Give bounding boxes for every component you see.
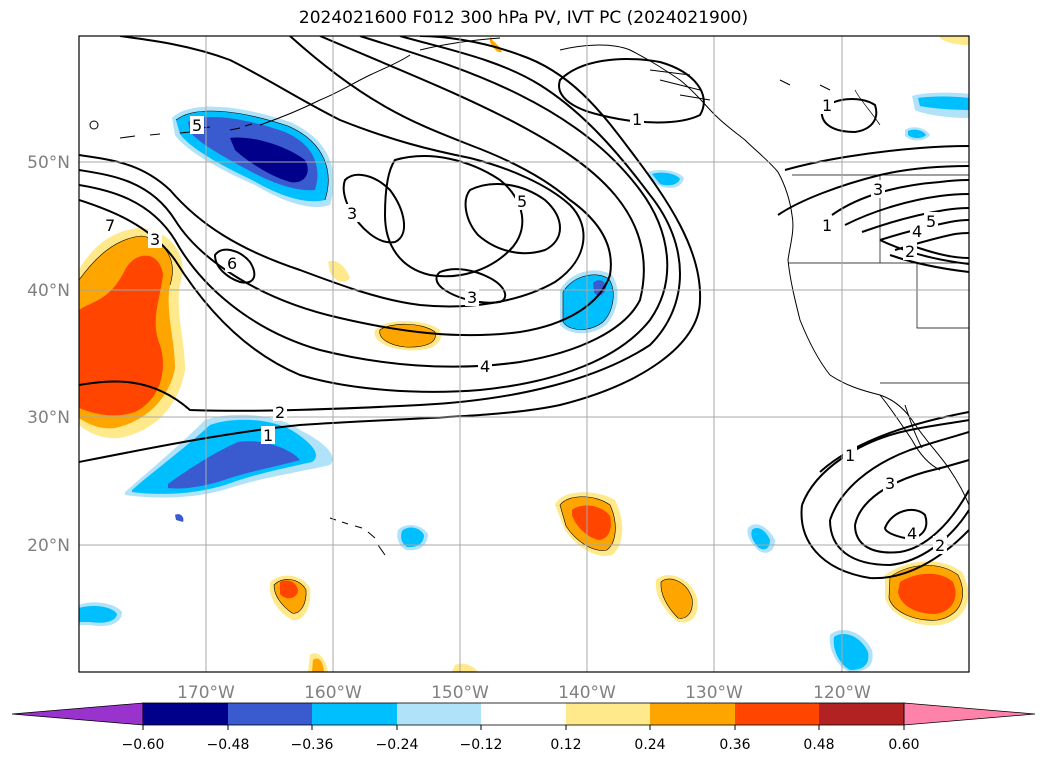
pv-anomaly-northwest [172,106,334,208]
contour-label: 2 [935,536,945,555]
contour-label: 3 [873,180,883,199]
lat-label: 30°N [27,408,70,428]
contour-labels: 1 1 1 1 1 2 2 2 3 3 3 3 3 4 [103,96,947,555]
contour-label: 5 [926,212,936,231]
contour-label: 4 [912,222,922,241]
colorbar-tick-label: −0.36 [291,737,334,753]
colorbar-segment [735,703,819,725]
contour-label: 1 [632,110,642,129]
contour-label: 5 [192,116,202,135]
pv-anomaly-west [79,228,185,439]
colorbar-extend-high [903,702,1036,726]
lon-label: 120°W [813,683,871,703]
colorbar-segment [481,703,566,725]
coastlines [89,37,969,556]
lon-label: 130°W [685,683,743,703]
colorbar-tick-label: 0.24 [634,737,665,753]
colorbar-segment [397,703,481,725]
lon-labels: 170°W 160°W 150°W 140°W 130°W 120°W [177,683,871,703]
colorbar-tick-label: −0.12 [460,737,503,753]
colorbar-segment [228,703,312,725]
contour-label: 2 [275,403,285,422]
contour-label: 4 [907,524,917,543]
lon-label: 150°W [431,683,489,703]
contour-label: 3 [150,230,160,249]
lat-labels: 50°N 40°N 30°N 20°N [27,153,70,556]
colorbar-extend-low [11,702,144,726]
lat-label: 40°N [27,281,70,301]
colorbar-tick-label: 0.60 [888,737,919,753]
lat-label: 50°N [27,153,70,173]
contour-label: 1 [822,96,832,115]
colorbar-segment [819,703,904,725]
contour-label: 7 [105,216,115,235]
lon-label: 170°W [177,683,235,703]
colorbar-tick-label: −0.60 [122,737,165,753]
colorbar-segment [566,703,650,725]
contour-label: 3 [885,474,895,493]
colorbar-segment [650,703,735,725]
contour-label: 3 [467,288,477,307]
map-content: 1 1 1 1 1 2 2 2 3 3 3 3 3 4 [79,36,969,672]
colorbar-segment [143,703,228,725]
colorbar: −0.60 −0.48 −0.36 −0.24 −0.12 0.12 0.24 … [11,702,1036,753]
contour-label: 1 [822,216,832,235]
contour-label: 5 [517,192,527,211]
contour-label: 1 [263,426,273,445]
lon-label: 140°W [558,683,616,703]
contour-label: 2 [905,242,915,261]
contour-label: 4 [480,357,490,376]
map-title: 2024021600 F012 300 hPa PV, IVT PC (2024… [298,8,749,28]
colorbar-tick-label: 0.36 [719,737,750,753]
pv-anomaly-central [560,270,618,334]
lon-label: 160°W [304,683,362,703]
contour-label: 1 [845,446,855,465]
colorbar-tick-label: 0.12 [550,737,581,753]
colorbar-tick-label: −0.48 [207,737,250,753]
contour-label: 6 [227,254,237,273]
contour-label: 3 [347,204,357,223]
gridlines [79,36,969,672]
map-border [78,35,970,673]
colorbar-segment [312,703,397,725]
colorbar-tick-label: −0.24 [376,737,419,753]
colorbar-tick-label: 0.48 [803,737,834,753]
shading-outlines [79,110,963,621]
lat-label: 20°N [27,536,70,556]
